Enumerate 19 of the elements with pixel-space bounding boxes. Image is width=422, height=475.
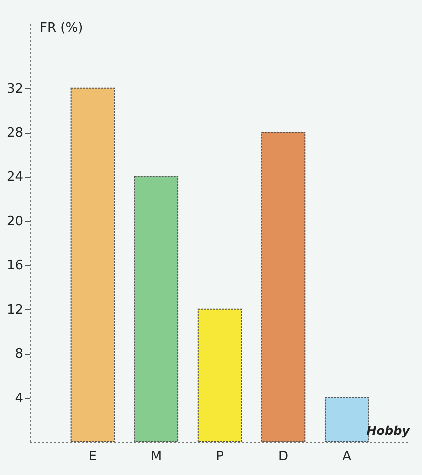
bar [261, 132, 306, 442]
x-tick-label: P [216, 450, 224, 464]
y-tick-label: 32 [6, 82, 24, 97]
y-tick-label: 16 [6, 258, 24, 274]
bar [198, 308, 242, 442]
x-tick-label: A [342, 450, 352, 464]
x-tick-label: E [88, 450, 98, 464]
y-axis-title: FR (%) [40, 21, 84, 36]
y-tick-label: 28 [6, 126, 24, 142]
y-tick-label: 20 [6, 214, 24, 230]
y-tick-label: 8 [15, 347, 24, 362]
y-tick-label: 12 [6, 302, 24, 318]
x-tick-label: M [150, 450, 162, 464]
x-tick-label: D [278, 450, 289, 464]
x-axis-title: Hobby [366, 424, 412, 438]
y-tick-label: 4 [15, 391, 24, 406]
bar [134, 176, 179, 442]
y-tick-label: 24 [6, 170, 24, 186]
bar [70, 88, 116, 442]
